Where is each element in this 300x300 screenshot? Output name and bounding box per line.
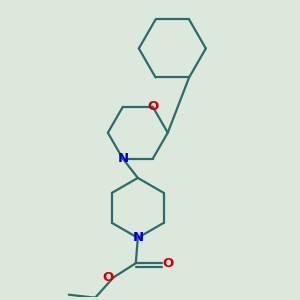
Text: N: N — [117, 152, 128, 165]
Text: O: O — [102, 271, 113, 284]
Text: O: O — [162, 257, 173, 270]
Text: O: O — [148, 100, 159, 113]
Text: N: N — [132, 231, 143, 244]
